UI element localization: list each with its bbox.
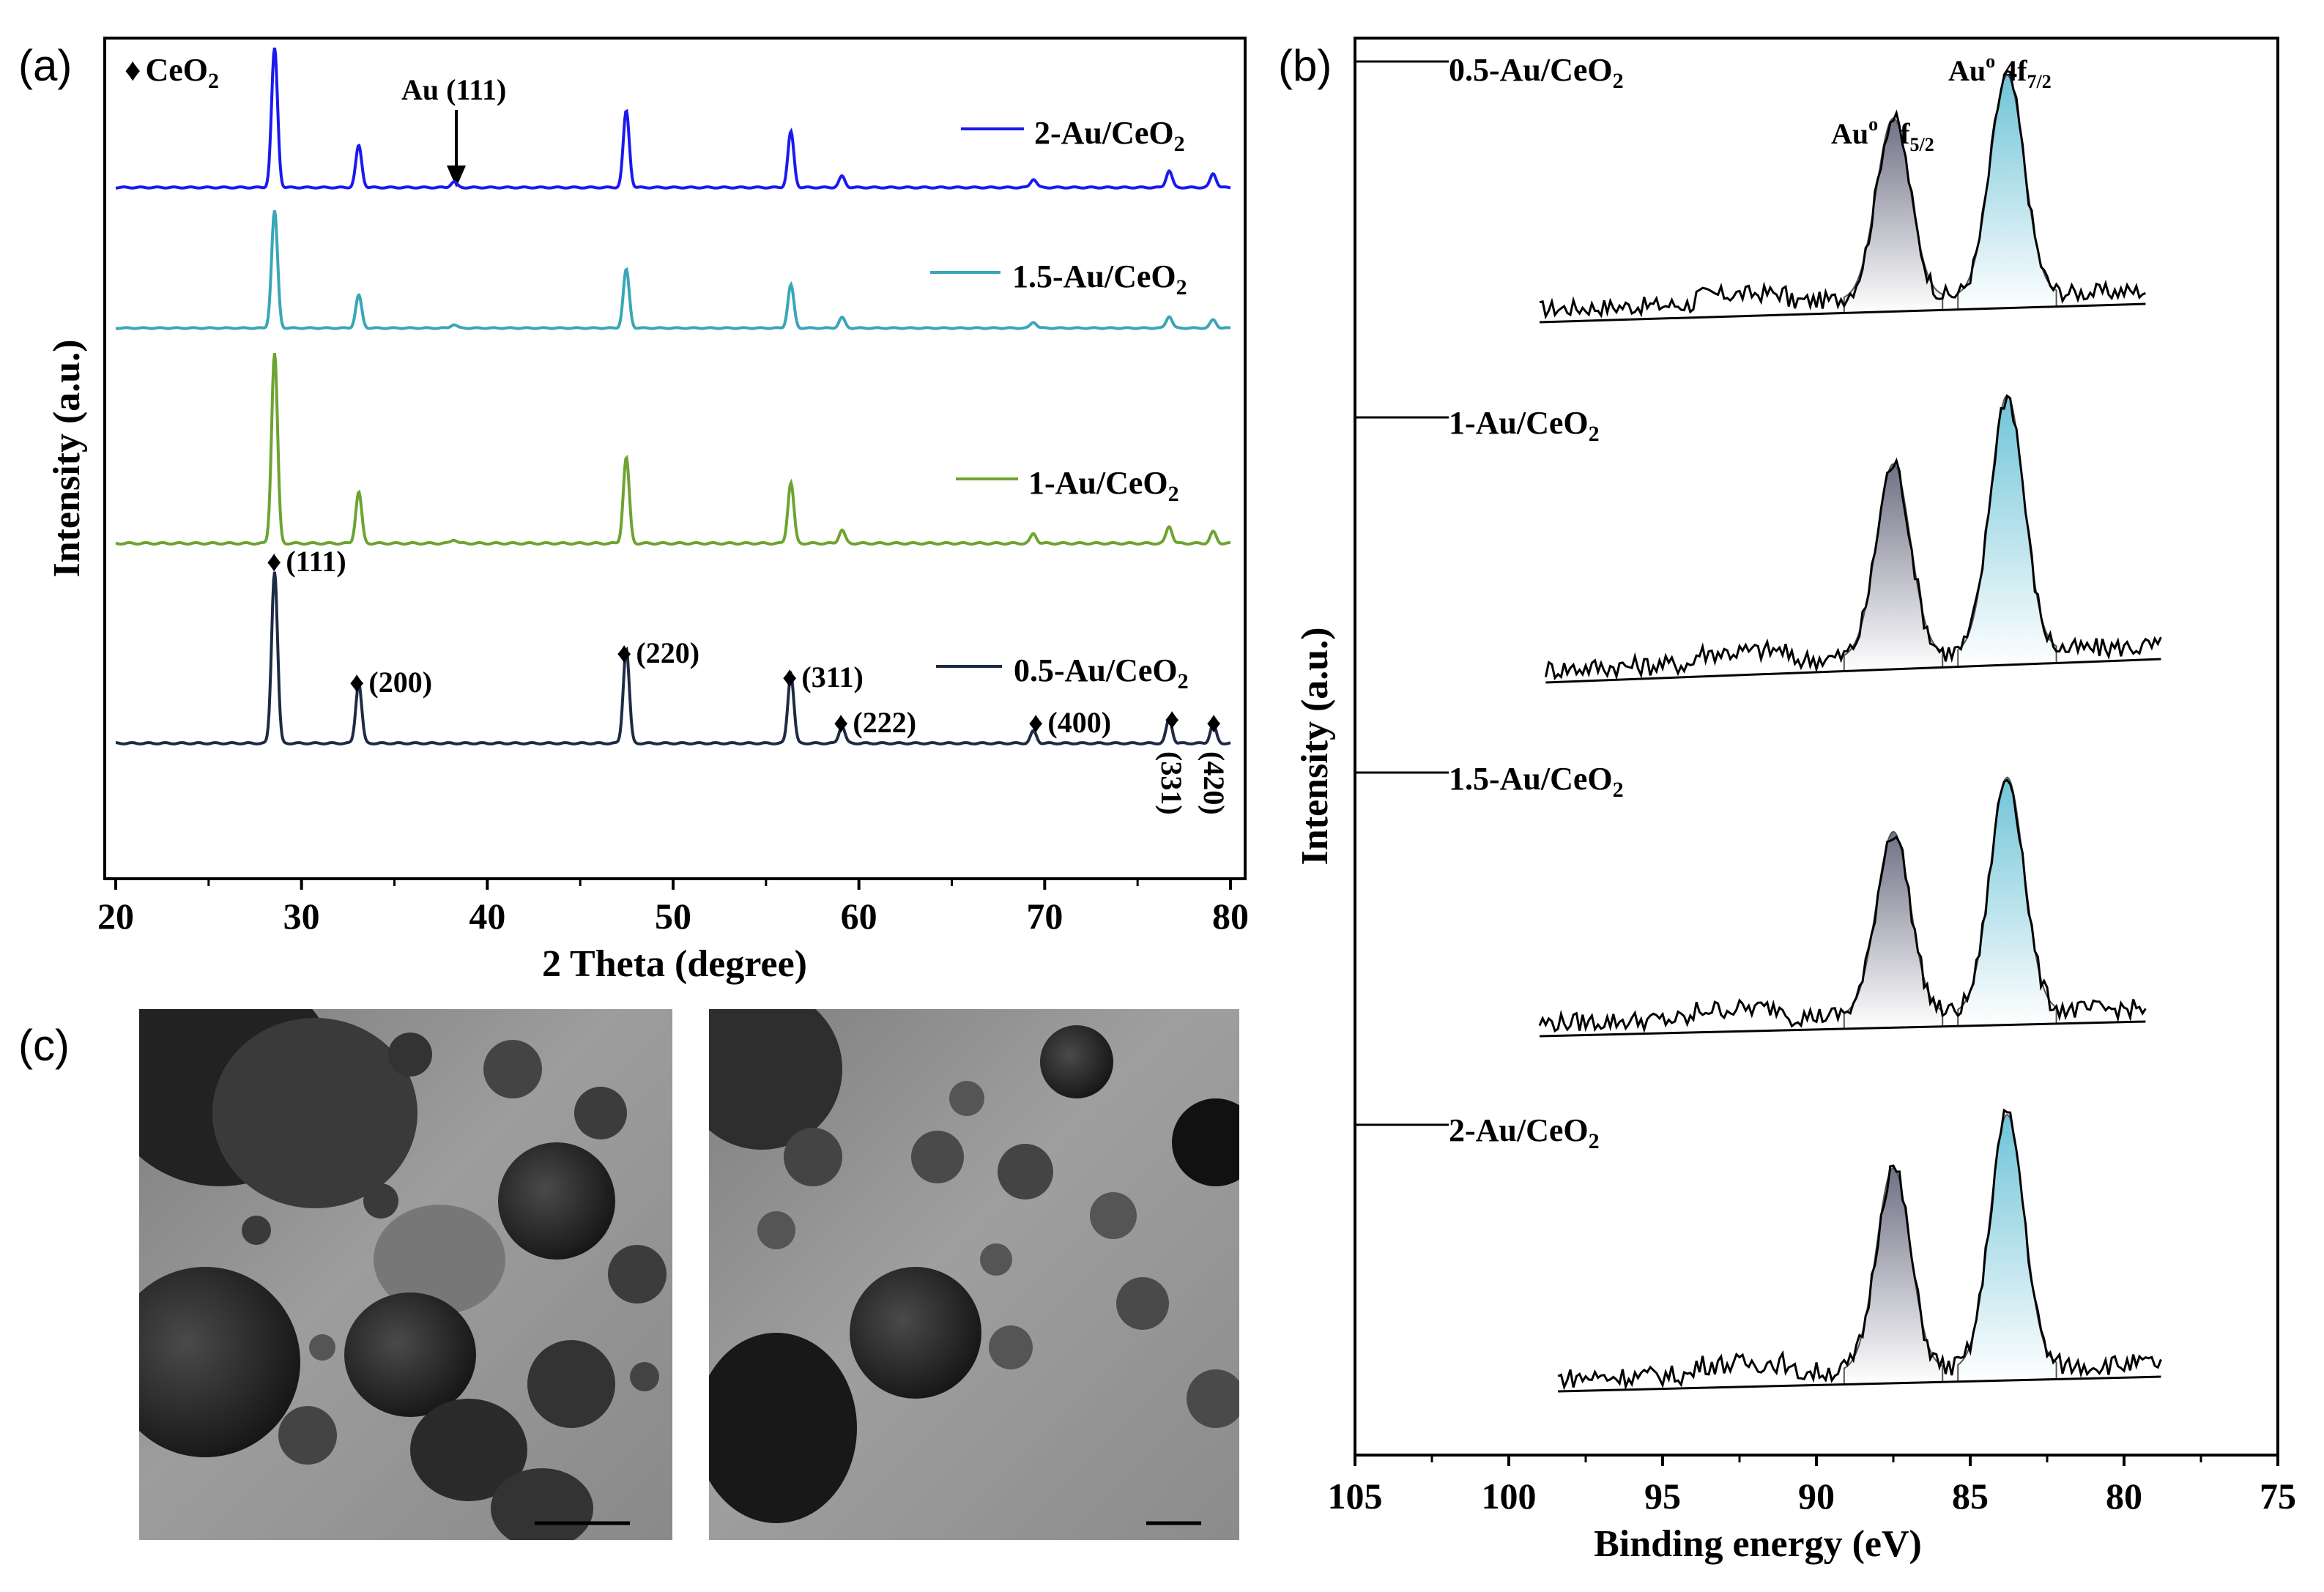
- miller-marker-420: ♦: [1206, 706, 1221, 739]
- panel-b-label: (b): [1278, 41, 1332, 90]
- xps-x-tick-label: 80: [2106, 1476, 2142, 1517]
- xrd-line-1-au-ceo2: [115, 352, 1230, 546]
- xps-label-text: 1-Au/CeO2: [1449, 405, 1600, 446]
- legend-label-0.5-au-ceo2: 0.5-Au/CeO2: [1014, 652, 1189, 693]
- xps-label-1.5-au-ceo2: 1.5-Au/CeO2: [1355, 761, 1624, 802]
- tem-image-right: [709, 1009, 1239, 1540]
- xps-x-axis-title: Binding energy (eV): [1594, 1523, 1922, 1565]
- xps-fitted-peak: [1957, 776, 2057, 1027]
- xps-label-text: 1.5-Au/CeO2: [1449, 761, 1624, 802]
- xps-label-text: 0.5-Au/CeO2: [1449, 52, 1624, 93]
- xps-label-0.5-au-ceo2: 0.5-Au/CeO2: [1355, 52, 1624, 93]
- miller-label-200: ♦ (200): [349, 666, 432, 699]
- xps-fitted-peak: [1843, 830, 1944, 1030]
- xps-peak-label-4f7-2: Auo 4f7/2: [1948, 51, 2052, 92]
- ceo2-marker-legend: ♦ CeO2: [125, 52, 219, 93]
- tem-panel: (c): [18, 1009, 1239, 1540]
- xps-x-tick-label: 100: [1482, 1476, 1537, 1517]
- xps-x-tick-label: 95: [1644, 1476, 1681, 1517]
- miller-label-420: (420): [1198, 751, 1230, 815]
- au-111-arrow-head: [447, 165, 466, 187]
- miller-label-111: ♦ (111): [267, 545, 346, 578]
- xrd-x-tick-label: 20: [97, 896, 134, 937]
- miller-marker-331: ♦: [1165, 702, 1179, 735]
- xps-spectrum-line: [1557, 1108, 2162, 1391]
- xps-fitted-peak: [1957, 74, 2057, 310]
- xrd-plot-frame: [103, 37, 1247, 880]
- au-111-annotation: Au (111): [401, 73, 506, 106]
- xrd-line-2-au-ceo2: [115, 48, 1231, 190]
- tem-image-left: [139, 1009, 672, 1540]
- legend-label-2-au-ceo2: 2-Au/CeO2: [1034, 115, 1185, 156]
- miller-label-331: (331): [1155, 751, 1188, 815]
- xps-baseline: [1539, 1020, 2146, 1038]
- xrd-legend-1.5-au-ceo2: 1.5-Au/CeO2: [930, 258, 1187, 300]
- xps-baseline: [1539, 302, 2146, 324]
- xrd-legend-0.5-au-ceo2: 0.5-Au/CeO2: [936, 652, 1189, 693]
- miller-label-222: ♦ (222): [834, 706, 916, 739]
- xrd-x-tick-label: 60: [841, 896, 877, 937]
- legend-label-1.5-au-ceo2: 1.5-Au/CeO2: [1012, 258, 1187, 300]
- xps-x-tick-label: 85: [1952, 1476, 1989, 1517]
- xps-fitted-peak: [1957, 394, 2057, 668]
- xrd-x-axis-title: 2 Theta (degree): [542, 943, 807, 985]
- miller-label-311: ♦ (311): [782, 661, 864, 693]
- xrd-y-axis-title: Intensity (a.u.): [46, 339, 88, 577]
- xps-spectrum-line: [1538, 778, 2147, 1034]
- xrd-x-tick-label: 30: [283, 896, 320, 937]
- xps-baseline: [1545, 658, 2161, 684]
- xrd-line-1.5-au-ceo2: [115, 210, 1231, 330]
- xrd-legend-1-au-ceo2: 1-Au/CeO2: [956, 465, 1179, 506]
- xrd-x-tick-label: 50: [655, 896, 691, 937]
- xrd-x-tick-label: 40: [469, 896, 505, 937]
- xrd-legend-2-au-ceo2: 2-Au/CeO2: [961, 115, 1185, 156]
- xps-plot-frame: [1354, 37, 2279, 1457]
- xrd-x-axis: 20 30 40 50 60 70 80: [97, 879, 1249, 937]
- miller-label-220: ♦ (220): [617, 636, 699, 669]
- xps-x-axis: 105 100 95 90 85 80 75: [1328, 1455, 2296, 1517]
- xrd-line-0.5-au-ceo2: [115, 571, 1231, 745]
- xps-label-1-au-ceo2: 1-Au/CeO2: [1355, 405, 1600, 446]
- miller-label-400: ♦ (400): [1028, 706, 1111, 739]
- xrd-x-tick-label: 80: [1212, 896, 1249, 937]
- xps-x-tick-label: 105: [1328, 1476, 1383, 1517]
- xps-spectra: [1538, 70, 2162, 1393]
- xps-fitted-peak: [1843, 1167, 1944, 1385]
- xrd-panel: (a) ♦ CeO2 Au (111) 0.5-Au/CeO2 1-Au/CeO2…: [18, 37, 1249, 985]
- miller-indices: ♦ (111) ♦ (200) ♦ (220) ♦ (311) ♦ (222) ♦ (400…: [267, 545, 1230, 815]
- xps-panel: (b) Auo 4f7/2 Auo 4f5/2 0.5-Au/CeO2 1-Au…: [1278, 37, 2296, 1565]
- panel-a-label: (a): [18, 41, 72, 90]
- xps-label-text: 2-Au/CeO2: [1449, 1112, 1600, 1153]
- xps-label-2-au-ceo2: 2-Au/CeO2: [1355, 1112, 1600, 1153]
- xps-x-tick-label: 75: [2260, 1476, 2296, 1517]
- xps-baseline: [1558, 1375, 2161, 1393]
- xps-spectrum-line: [1539, 70, 2147, 320]
- xps-y-axis-title: Intensity (a.u.): [1294, 627, 1336, 865]
- xps-spectrum-line: [1544, 394, 2162, 681]
- panel-c-label: (c): [18, 1021, 70, 1070]
- xrd-x-tick-label: 70: [1026, 896, 1063, 937]
- xps-x-tick-label: 90: [1798, 1476, 1835, 1517]
- legend-label-1-au-ceo2: 1-Au/CeO2: [1028, 465, 1179, 506]
